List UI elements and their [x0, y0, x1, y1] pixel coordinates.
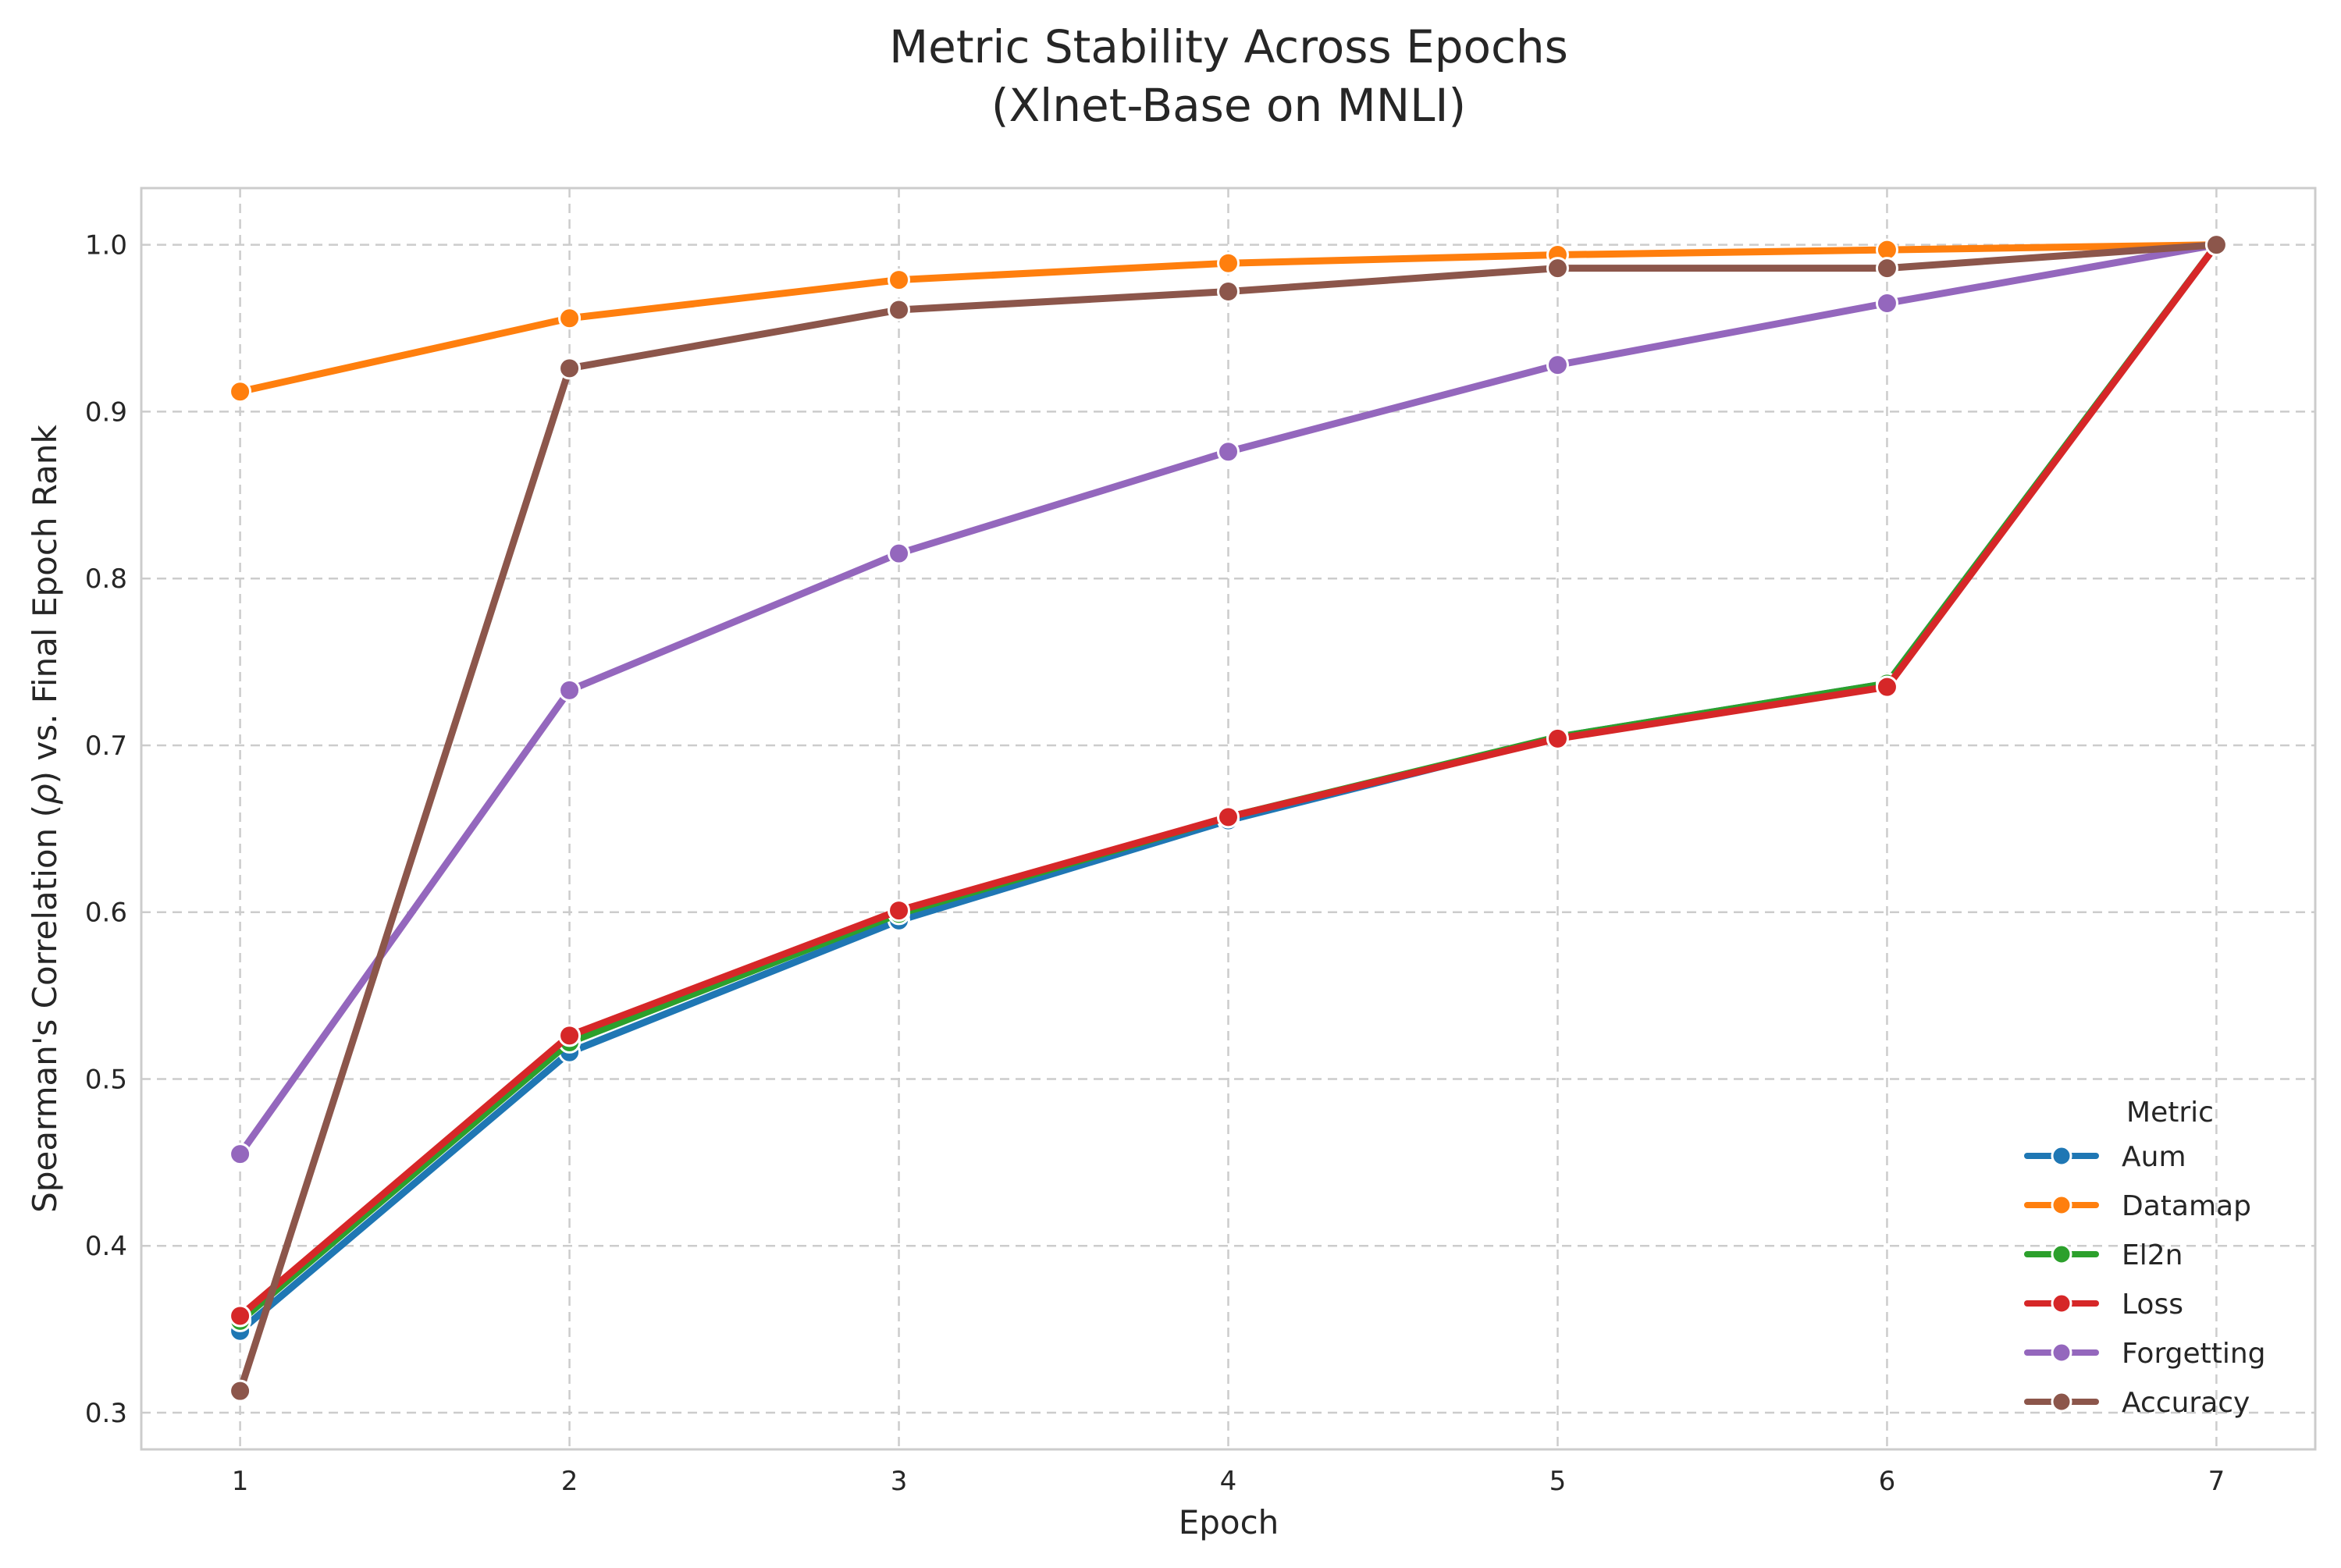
y-tick-label: 0.5 — [85, 1064, 127, 1095]
y-axis-label: Spearman's Correlation (ρ) vs. Final Epo… — [26, 424, 64, 1212]
x-tick-label: 1 — [232, 1466, 249, 1497]
data-point-datamap-4 — [1217, 251, 1240, 275]
y-axis-label-prefix: Spearman's Correlation ( — [26, 805, 64, 1213]
legend-label-aum: Aum — [2122, 1141, 2186, 1173]
legend-entry-loss: Loss — [2024, 1289, 2183, 1321]
legend: Metric Aum Datamap El2n Loss Forgetting Accur… — [2024, 1097, 2266, 1419]
legend-label-forgetting: Forgetting — [2122, 1338, 2266, 1370]
y-tick-label: 0.6 — [85, 898, 127, 929]
series-forgetting — [229, 233, 2228, 1166]
data-point-forgetting-5 — [1546, 354, 1569, 377]
data-point-forgetting-2 — [558, 678, 582, 702]
grid — [141, 188, 2315, 1449]
y-axis-label-suffix: ) vs. Final Epoch Rank — [26, 424, 64, 784]
y-tick-label: 0.9 — [85, 396, 127, 428]
legend-label-el2n: El2n — [2122, 1239, 2183, 1271]
legend-label-datamap: Datamap — [2122, 1190, 2251, 1222]
data-point-accuracy-6 — [1875, 257, 1898, 280]
data-point-loss-5 — [1546, 727, 1569, 750]
x-tick-label: 4 — [1220, 1466, 1237, 1497]
data-point-forgetting-4 — [1217, 440, 1240, 464]
data-point-accuracy-4 — [1217, 280, 1240, 304]
x-axis-ticks: 1 2 3 4 5 6 7 — [232, 1466, 2225, 1497]
x-tick-label: 7 — [2208, 1466, 2225, 1497]
data-point-forgetting-6 — [1875, 291, 1898, 315]
legend-entry-datamap: Datamap — [2024, 1190, 2251, 1222]
y-axis-ticks: 0.3 0.4 0.5 0.6 0.7 0.8 0.9 1.0 — [85, 230, 127, 1429]
data-point-accuracy-2 — [558, 357, 582, 380]
data-point-forgetting-1 — [229, 1143, 252, 1166]
data-point-accuracy-3 — [888, 298, 911, 322]
legend-marker-accuracy — [2051, 1391, 2072, 1413]
x-tick-label: 6 — [1879, 1466, 1896, 1497]
data-point-loss-2 — [558, 1024, 582, 1047]
data-point-forgetting-3 — [888, 542, 911, 565]
y-tick-label: 0.8 — [85, 564, 127, 595]
y-axis-label-symbol: ρ — [26, 784, 64, 805]
series-loss — [229, 233, 2228, 1328]
series-accuracy — [229, 233, 2228, 1403]
data-point-loss-4 — [1217, 805, 1240, 829]
data-point-loss-1 — [229, 1304, 252, 1328]
legend-entry-forgetting: Forgetting — [2024, 1338, 2266, 1370]
x-tick-label: 3 — [891, 1466, 908, 1497]
legend-entry-aum: Aum — [2024, 1141, 2186, 1173]
series-group — [229, 233, 2228, 1403]
chart-subtitle: (Xlnet-Base on MNLI) — [991, 79, 1466, 132]
x-tick-label: 2 — [561, 1466, 578, 1497]
legend-label-loss: Loss — [2122, 1289, 2183, 1321]
x-axis-label: Epoch — [1179, 1503, 1279, 1541]
legend-title: Metric — [2126, 1097, 2214, 1129]
y-tick-label: 0.7 — [85, 731, 127, 762]
legend-label-accuracy: Accuracy — [2122, 1387, 2250, 1419]
legend-entry-accuracy: Accuracy — [2024, 1387, 2250, 1419]
data-point-loss-6 — [1875, 675, 1898, 699]
legend-marker-aum — [2051, 1145, 2072, 1167]
series-line-loss — [237, 241, 2220, 1320]
y-tick-label: 0.4 — [85, 1231, 127, 1262]
y-tick-label: 1.0 — [85, 230, 127, 261]
data-point-accuracy-1 — [229, 1379, 252, 1403]
legend-marker-el2n — [2051, 1243, 2072, 1265]
data-point-datamap-1 — [229, 380, 252, 404]
data-point-datamap-3 — [888, 268, 911, 292]
data-point-loss-3 — [888, 899, 911, 923]
data-point-accuracy-5 — [1546, 257, 1569, 280]
plot-frame — [140, 187, 2317, 1451]
x-tick-label: 5 — [1549, 1466, 1567, 1497]
chart-title: Metric Stability Across Epochs — [889, 20, 1568, 73]
y-tick-label: 0.3 — [85, 1398, 127, 1429]
legend-marker-loss — [2051, 1292, 2072, 1314]
legend-marker-forgetting — [2051, 1342, 2072, 1364]
legend-entry-el2n: El2n — [2024, 1239, 2183, 1271]
legend-marker-datamap — [2051, 1194, 2072, 1216]
data-point-datamap-2 — [558, 307, 582, 330]
data-point-accuracy-7 — [2204, 233, 2228, 257]
